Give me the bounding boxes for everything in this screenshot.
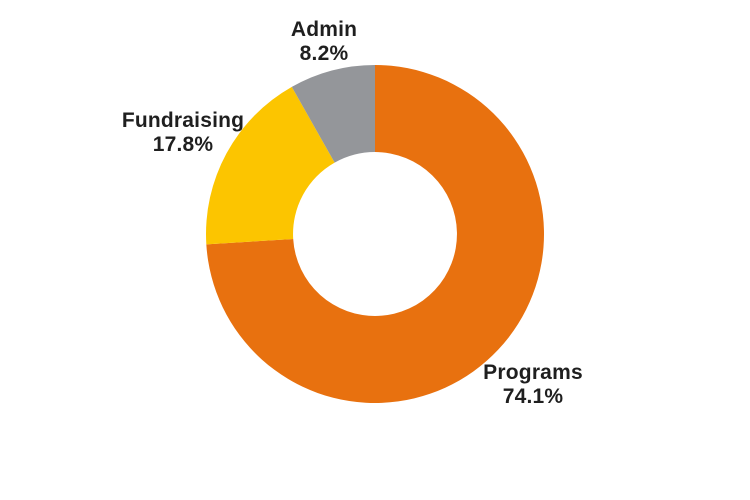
segment-programs	[206, 65, 545, 403]
label-programs: Programs 74.1%	[483, 361, 583, 409]
label-admin-name: Admin	[290, 18, 358, 41]
label-admin: Admin 8.2%	[291, 18, 357, 66]
label-fundraising: Fundraising 17.8%	[122, 109, 244, 157]
segment-admin	[291, 65, 375, 163]
label-fundraising-value: 17.8%	[152, 133, 214, 156]
label-programs-value: 74.1%	[502, 385, 564, 408]
segment-fundraising	[206, 86, 335, 245]
label-programs-name: Programs	[483, 361, 583, 384]
label-fundraising-name: Fundraising	[121, 109, 245, 132]
label-admin-value: 8.2%	[299, 42, 349, 65]
